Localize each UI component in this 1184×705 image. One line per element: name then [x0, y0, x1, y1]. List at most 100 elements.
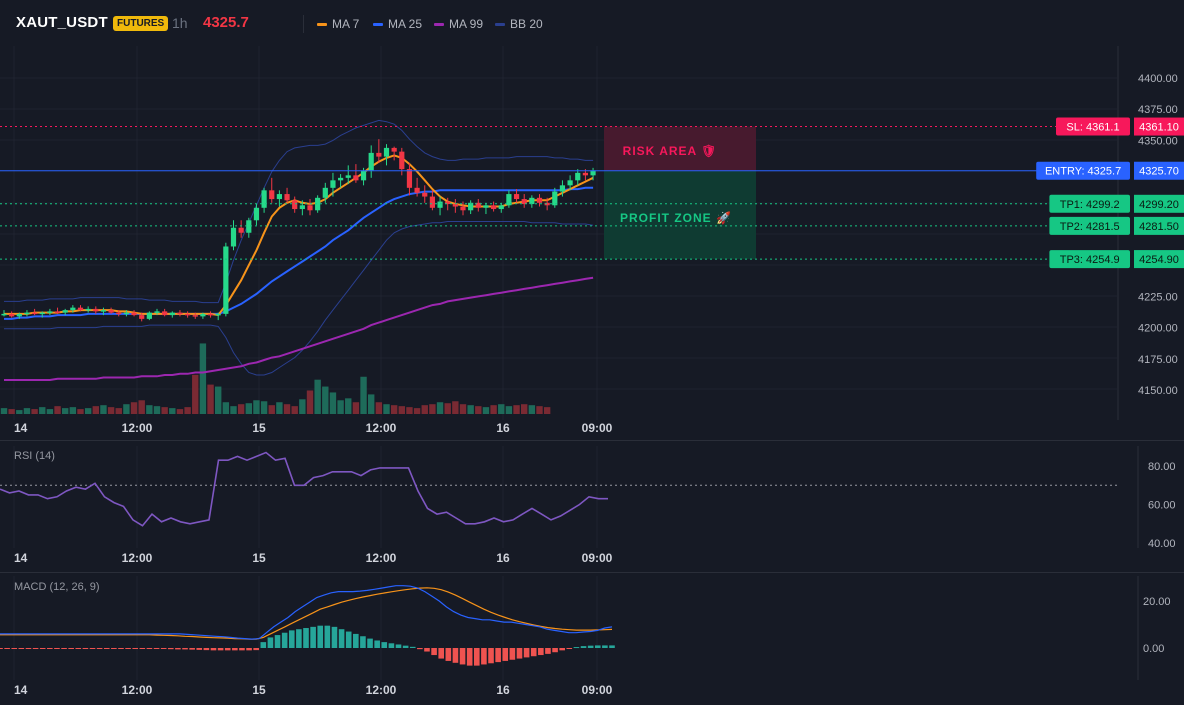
time-tick-label: 12:00 — [366, 683, 397, 697]
candle-body — [1, 313, 7, 316]
macd-histogram-bar — [324, 625, 331, 648]
trade-levels: SL: 4361.1 4361.10 ENTRY: 4325.7 4325.70 TP1… — [0, 117, 1184, 269]
tp3-level-price-tag — [1134, 250, 1184, 269]
volume-bar — [222, 402, 230, 414]
candle-body — [162, 311, 168, 316]
macd-histogram-bar — [281, 632, 288, 648]
rsi-tick-label: 40.00 — [1148, 538, 1176, 550]
macd-histogram-bar — [402, 645, 409, 648]
volume-bar — [39, 407, 46, 414]
candle-body — [276, 194, 282, 200]
moving-averages — [4, 154, 594, 381]
candle-body — [146, 312, 152, 319]
macd-histogram-bar — [602, 645, 608, 648]
legend-label: MA 25 — [388, 17, 423, 31]
volume-bar — [153, 406, 161, 414]
candle-body — [506, 194, 512, 206]
volume-bar — [176, 409, 184, 414]
macd-histogram-bar — [587, 645, 594, 648]
volume-bar — [436, 402, 444, 414]
grid-lines — [0, 46, 1117, 680]
legend-swatch-icon — [317, 23, 327, 27]
candle-body — [131, 312, 137, 316]
volume-bar — [123, 404, 130, 414]
macd-title: MACD (12, 26, 9) — [14, 581, 100, 593]
volume-bar — [444, 403, 451, 414]
macd-histogram-bar — [25, 648, 32, 649]
volume-bar — [8, 409, 15, 414]
candle-body — [399, 151, 405, 170]
legend-ma7[interactable]: MA 7 — [317, 17, 359, 31]
volume-bar — [207, 384, 214, 414]
volume-bar — [521, 404, 528, 414]
volume-bar — [169, 408, 176, 414]
volume-bar — [268, 405, 275, 414]
candle-body — [100, 310, 107, 312]
macd-histogram-bar — [502, 648, 509, 661]
volume-bar — [314, 379, 321, 414]
candle-body — [108, 310, 114, 313]
legend-ma99[interactable]: MA 99 — [434, 17, 483, 31]
pane-dividers — [0, 440, 1184, 573]
candle-body — [54, 311, 61, 313]
tp3-level-tag — [1049, 250, 1130, 269]
legend-bb20[interactable]: BB 20 — [495, 17, 543, 31]
macd-histogram-bar — [39, 648, 46, 649]
volume-bar — [115, 408, 122, 414]
time-tick-label: 12:00 — [122, 421, 153, 435]
candle-body — [230, 227, 237, 247]
volume-bar — [421, 405, 428, 414]
volume-bar — [215, 386, 222, 414]
candle-body — [215, 313, 221, 316]
macd-histogram-bar — [538, 648, 544, 656]
candle-body — [9, 313, 15, 317]
volume-bar — [54, 406, 61, 414]
macd-histogram-bar — [609, 645, 615, 648]
candle-body — [391, 147, 397, 152]
macd-histogram-bar — [317, 625, 324, 648]
candle-body — [468, 202, 474, 211]
macd-histogram-bar — [530, 648, 537, 657]
volume-bar — [467, 405, 474, 414]
macd-histogram-bar — [32, 648, 39, 649]
macd-histogram-bar — [488, 648, 494, 664]
volume-bar — [283, 404, 291, 414]
time-tick-label: 14 — [14, 551, 28, 565]
candle-body — [330, 180, 336, 188]
volume-bar — [306, 390, 314, 414]
volume-bar — [92, 406, 99, 414]
volume-bar — [16, 410, 23, 414]
volume-bar — [543, 407, 551, 414]
macd-histogram-bar — [395, 644, 402, 648]
candle-body — [93, 308, 99, 312]
symbol-title[interactable]: XAUT_USDT — [16, 14, 108, 31]
macd-histogram-bar — [452, 648, 459, 663]
price-axis[interactable]: 4400.00 4375.00 4350.00 4225.00 4200.00 4175.… — [1117, 46, 1178, 420]
macd-histogram-bar — [232, 648, 238, 651]
macd-histogram-bar — [160, 648, 167, 649]
legend-ma25[interactable]: MA 25 — [373, 17, 422, 31]
bb-lower-line — [4, 221, 594, 376]
volume-bar — [459, 404, 467, 414]
macd-histogram-bar — [4, 648, 10, 649]
candle-body — [284, 194, 290, 201]
candle-body — [139, 315, 145, 319]
macd-histogram-bar — [54, 648, 60, 649]
volume-bar — [528, 405, 536, 414]
profit-zone-box — [604, 170, 756, 260]
candle-body — [559, 185, 566, 192]
sl-level-tag — [1056, 117, 1130, 136]
macd-histogram-bar — [381, 642, 388, 648]
volume-bar — [69, 407, 77, 414]
macd-histogram-bar — [573, 647, 580, 649]
header-divider — [303, 15, 304, 33]
volume-bar — [62, 408, 69, 414]
volume-bar — [329, 392, 337, 414]
candle-body — [307, 205, 313, 211]
candle-body — [62, 310, 68, 313]
volume-bar — [337, 400, 344, 414]
macd-tick-label: 0.00 — [1143, 643, 1164, 655]
bb-upper-line — [4, 119, 594, 304]
timeframe-label[interactable]: 1h — [172, 15, 188, 31]
